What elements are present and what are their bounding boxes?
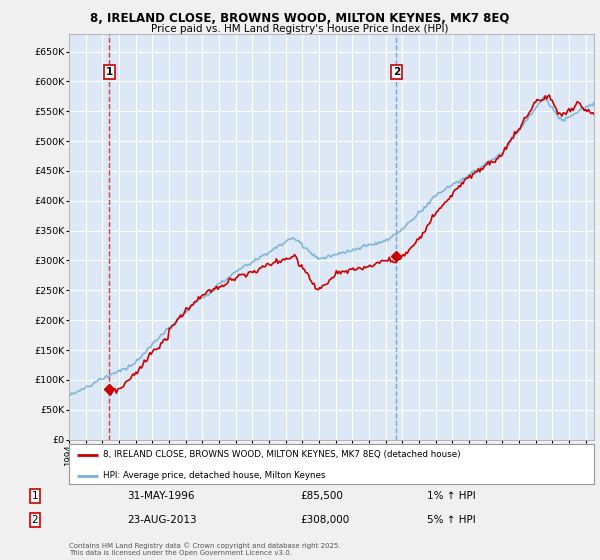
Text: Price paid vs. HM Land Registry's House Price Index (HPI): Price paid vs. HM Land Registry's House … (151, 24, 449, 34)
Text: £85,500: £85,500 (300, 491, 343, 501)
Text: 2: 2 (393, 67, 400, 77)
Text: 31-MAY-1996: 31-MAY-1996 (127, 491, 194, 501)
Text: 8, IRELAND CLOSE, BROWNS WOOD, MILTON KEYNES, MK7 8EQ (detached house): 8, IRELAND CLOSE, BROWNS WOOD, MILTON KE… (103, 450, 461, 459)
Text: 23-AUG-2013: 23-AUG-2013 (127, 515, 197, 525)
Text: HPI: Average price, detached house, Milton Keynes: HPI: Average price, detached house, Milt… (103, 471, 326, 480)
Text: 1% ↑ HPI: 1% ↑ HPI (427, 491, 475, 501)
Text: £308,000: £308,000 (300, 515, 349, 525)
Text: 8, IRELAND CLOSE, BROWNS WOOD, MILTON KEYNES, MK7 8EQ: 8, IRELAND CLOSE, BROWNS WOOD, MILTON KE… (91, 12, 509, 25)
Text: 2: 2 (32, 515, 38, 525)
Text: 5% ↑ HPI: 5% ↑ HPI (427, 515, 475, 525)
Text: 1: 1 (32, 491, 38, 501)
Text: 1: 1 (106, 67, 113, 77)
Text: Contains HM Land Registry data © Crown copyright and database right 2025.
This d: Contains HM Land Registry data © Crown c… (69, 542, 341, 556)
